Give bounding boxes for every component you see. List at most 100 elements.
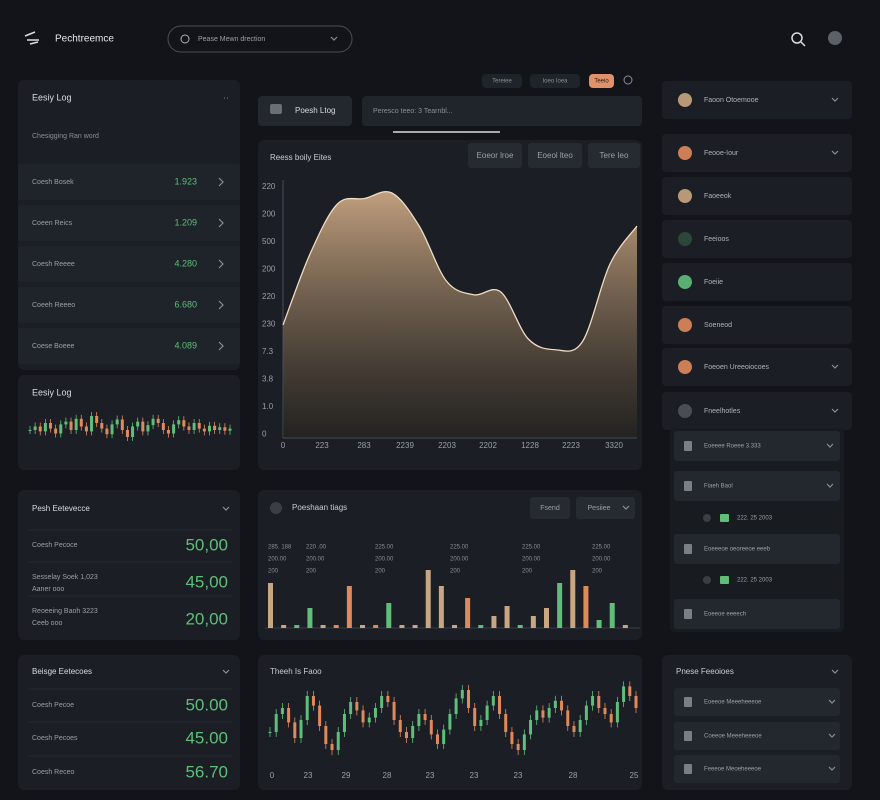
candle [380,696,384,708]
panel-title: Eesiy Log [32,92,72,102]
bar [609,603,615,628]
panel-title: Eesiy Log [32,387,72,397]
x-tick-label: 25 [630,771,639,780]
saved-item[interactable] [674,755,840,783]
chevron[interactable] [218,300,224,310]
chart-button[interactable] [530,497,570,519]
row-label: Reoeeing Baoh 3223 [32,608,98,615]
candle [516,744,520,750]
nav-item[interactable] [662,392,852,430]
x-tick-label: 0 [281,441,286,450]
bar-label: 200 [450,569,461,575]
candle [95,416,99,423]
nav-item[interactable] [662,177,852,215]
tab[interactable] [482,74,522,88]
nav-item[interactable] [662,263,852,301]
sub-item[interactable] [674,471,840,501]
chevron[interactable] [218,177,224,187]
candle [228,428,232,431]
chevron[interactable] [222,506,230,511]
saved-item[interactable] [674,722,840,750]
panel-title: Pesh Eetevecce [32,504,90,513]
row[interactable] [18,287,240,323]
candle [166,430,170,434]
chevron[interactable] [828,733,836,738]
nav-item[interactable] [662,220,852,258]
candle [634,696,638,708]
x-tick-label: 283 [357,441,371,450]
bar-label: 200 [375,569,386,575]
candle [38,426,42,432]
candle [603,708,607,714]
chevron[interactable] [826,443,834,448]
candle [280,708,284,714]
candle [136,421,140,427]
row-value: 56.70 [185,762,228,781]
nav-item[interactable] [662,348,852,386]
search-box[interactable] [167,25,353,53]
tab[interactable] [589,74,614,88]
row[interactable] [18,246,240,282]
candle [141,421,145,432]
chevron[interactable] [831,408,839,413]
candle [541,710,545,718]
row-value: 50,00 [185,535,228,554]
bar [544,608,549,628]
nav-item[interactable] [662,134,852,172]
status-dot [703,576,711,584]
row-label: Coese Boeee [32,343,75,350]
sub-item[interactable] [674,431,840,461]
bar-label: 200.00 [450,557,469,563]
x-tick-label: 2239 [396,441,414,450]
candle [417,714,421,726]
saved-item[interactable] [674,688,840,716]
candle [398,720,402,732]
nav-icon [678,360,692,374]
tab-label: Teeio [594,79,609,85]
query-box[interactable] [362,96,642,126]
search-button[interactable] [791,32,803,44]
log-button[interactable] [258,96,352,126]
candle [336,732,340,750]
row-label: Sesselay Soek 1,023 [32,574,98,581]
bar [268,583,273,628]
chart-button[interactable] [576,497,635,519]
row-label: Coeen Reics [32,220,73,227]
chevron[interactable] [218,218,224,228]
globe-button[interactable] [828,31,842,45]
saved-label: Eoeeoe Meeeheeeoe [704,700,762,706]
candle [202,428,206,432]
chevron[interactable] [826,483,834,488]
nav-item[interactable] [662,306,852,344]
tab[interactable] [530,74,580,88]
row[interactable] [18,205,240,241]
chevron[interactable] [218,259,224,269]
sub-item[interactable] [674,599,840,629]
chevron[interactable] [831,364,839,369]
y-tick-label: 200 [262,210,276,219]
chart-button[interactable] [528,143,582,168]
button-label: Eoeol lteo [537,151,573,160]
sub-item[interactable] [674,534,840,564]
row[interactable] [18,164,240,200]
nav-item[interactable] [662,81,852,119]
status-dot [703,514,711,522]
chevron[interactable] [831,669,839,674]
chart-button[interactable] [588,143,640,168]
chevron[interactable] [828,699,836,704]
chevron[interactable] [622,505,630,510]
chevron[interactable] [831,150,839,155]
chevron[interactable] [330,36,338,41]
candle [597,696,601,708]
candle [467,690,471,708]
y-tick-label: 220 [262,292,276,301]
panel-title: Beisge Eetecoes [32,667,92,676]
chevron[interactable] [828,766,836,771]
chart-button[interactable] [468,143,522,168]
refresh-icon[interactable] [623,75,633,85]
row[interactable] [18,328,240,364]
chevron[interactable] [831,97,839,102]
chevron[interactable] [222,669,230,674]
chevron[interactable] [218,341,224,351]
bar [399,625,405,628]
